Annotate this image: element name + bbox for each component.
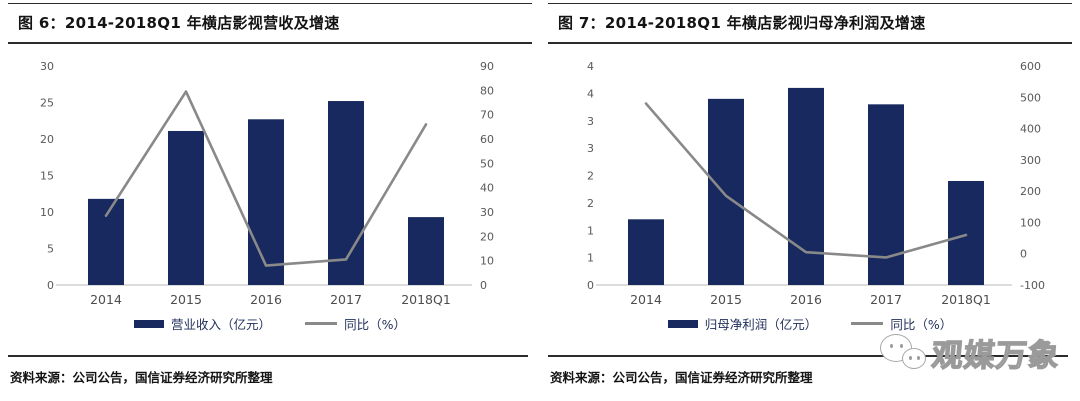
line-swatch	[851, 322, 884, 325]
right-axis-tick: 30	[480, 206, 494, 219]
figure-7-panel: 图 7：2014-2018Q1 年横店影视归母净利润及增速 0 1 1 2 2 3 3 4 4 -…	[548, 0, 1072, 401]
right-axis-tick: 0	[480, 279, 487, 292]
bar-2016	[788, 87, 824, 286]
legend-label: 营业收入（亿元）	[171, 317, 272, 332]
right-axis-tick: 50	[480, 157, 494, 170]
left-axis-tick: 5	[47, 243, 54, 256]
legend-label: 同比（%）	[890, 317, 953, 332]
right-axis-tick: 40	[480, 182, 494, 195]
bar-2017	[328, 101, 364, 285]
left-axis-tick: 0	[587, 279, 594, 292]
right-axis-tick: 60	[480, 133, 494, 146]
left-axis-tick: 3	[587, 115, 594, 128]
right-axis-tick: 80	[480, 84, 494, 97]
figure-7-legend: 归母净利润（亿元） 同比（%）	[548, 314, 1072, 333]
bar-2015	[708, 98, 744, 285]
right-axis-tick: 200	[1020, 185, 1041, 198]
left-axis-tick: 2	[587, 197, 594, 210]
right-axis-tick: 20	[480, 230, 494, 243]
left-axis-tick: 3	[587, 142, 594, 155]
growth-line	[644, 102, 968, 259]
left-axis-tick: 25	[40, 97, 54, 110]
left-axis-tick: 1	[587, 252, 594, 265]
right-axis-tick: 70	[480, 109, 494, 122]
bar-2014	[628, 219, 664, 285]
watermark-text: 观媒万象	[929, 337, 1062, 374]
legend-item-revenue: 营业收入（亿元）	[134, 314, 271, 333]
x-axis-label: 2016	[250, 292, 282, 307]
right-axis-tick: 90	[480, 60, 494, 73]
bar-swatch	[134, 319, 165, 328]
x-axis-label: 2015	[710, 292, 742, 307]
net-profit-growth-chart: 0 1 1 2 2 3 3 4 4 -100 0 100 200 300 400 500 600 2014 2015…	[587, 60, 1045, 307]
figure-6-panel: 图 6：2014-2018Q1 年横店影视营收及增速 0 5 10 15 20 25 30 0…	[8, 0, 532, 401]
figure-7-source: 资料来源：公司公告，国信证券经济研究所整理	[548, 355, 1068, 386]
line-swatch	[305, 322, 338, 325]
left-axis-tick: 1	[587, 224, 594, 237]
x-axis-label: 2014	[630, 292, 662, 307]
x-axis-label: 2016	[790, 292, 822, 307]
left-axis-tick: 4	[587, 87, 594, 100]
left-axis-tick: 10	[40, 206, 54, 219]
left-axis-tick: 20	[40, 133, 54, 146]
chat-bubbles-icon	[876, 328, 932, 376]
legend-label: 同比（%）	[344, 317, 406, 332]
legend-label: 归母净利润（亿元）	[704, 317, 818, 332]
legend-item-yoy: 同比（%）	[305, 314, 406, 333]
x-axis-label: 2018Q1	[401, 292, 451, 307]
right-axis-tick: 0	[1020, 248, 1027, 261]
bar-2014	[88, 198, 124, 285]
chat-bubble-icon	[902, 348, 926, 369]
right-axis-tick: -100	[1020, 279, 1045, 292]
figure-6-title: 图 6：2014-2018Q1 年横店影视营收及增速	[8, 3, 532, 44]
watermark: 观媒万象	[876, 326, 1076, 378]
figure-6-source: 资料来源：公司公告，国信证券经济研究所整理	[8, 355, 528, 386]
right-axis-tick: 500	[1020, 91, 1041, 104]
right-axis-tick: 10	[480, 255, 494, 268]
growth-line	[104, 90, 428, 267]
legend-item-net-profit: 归母净利润（亿元）	[667, 314, 818, 333]
x-axis-label: 2014	[90, 292, 122, 307]
bar-2018Q1	[948, 180, 984, 285]
x-axis-label: 2017	[870, 292, 902, 307]
left-axis-tick: 15	[40, 170, 54, 183]
x-axis-label: 2018Q1	[941, 292, 991, 307]
left-axis-tick: 2	[587, 170, 594, 183]
bar-2016	[248, 119, 284, 285]
right-axis-tick: 400	[1020, 123, 1041, 136]
right-axis-tick: 300	[1020, 154, 1041, 167]
revenue-growth-chart: 0 5 10 15 20 25 30 0 10 20 30 40 50 60 70 80 90 2014 2015 2…	[40, 60, 494, 307]
x-axis-label: 2017	[330, 292, 362, 307]
right-axis-tick: 100	[1020, 216, 1041, 229]
left-axis-tick: 0	[47, 279, 54, 292]
left-axis-tick: 4	[587, 60, 594, 73]
x-axis-label: 2015	[170, 292, 202, 307]
bar-swatch	[667, 319, 698, 328]
bar-2018Q1	[408, 217, 444, 285]
figure-7-title: 图 7：2014-2018Q1 年横店影视归母净利润及增速	[548, 3, 1072, 44]
figure-6-legend: 营业收入（亿元） 同比（%）	[8, 314, 532, 333]
left-axis-tick: 30	[40, 60, 54, 73]
right-axis-tick: 600	[1020, 60, 1041, 73]
legend-item-yoy: 同比（%）	[851, 314, 952, 333]
bar-2015	[168, 130, 204, 285]
